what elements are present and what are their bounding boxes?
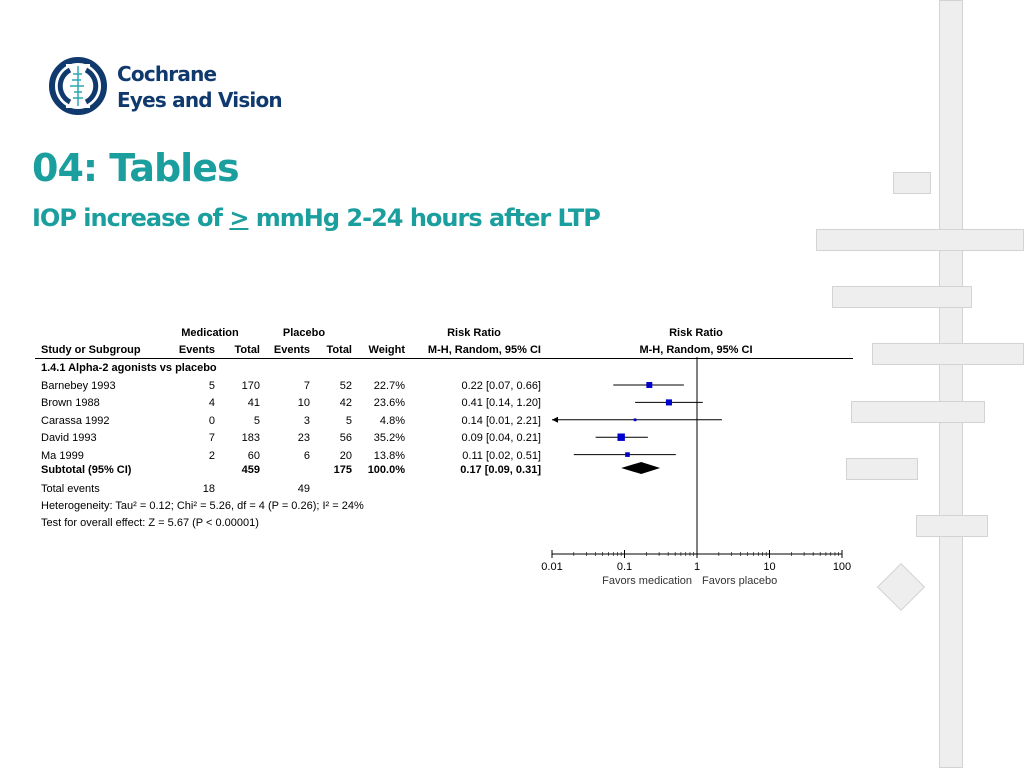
col-weight: Weight xyxy=(368,344,405,356)
favors-placebo-label: Favors placebo xyxy=(702,575,777,587)
weight: 13.8% xyxy=(373,449,405,462)
med-total: 5 xyxy=(253,414,260,427)
subtotal-rr: 0.17 [0.09, 0.31] xyxy=(460,464,541,476)
subtitle-before: IOP increase of xyxy=(32,204,230,232)
weight: 35.2% xyxy=(373,432,405,445)
med-events: 2 xyxy=(208,449,215,462)
med-events: 7 xyxy=(208,432,215,445)
ci-arrow xyxy=(552,416,558,423)
decor-bar xyxy=(846,458,918,480)
pla-events: 7 xyxy=(303,380,310,392)
pla-total: 42 xyxy=(339,397,352,410)
col-method-plot: M-H, Random, 95% CI xyxy=(639,344,753,356)
favors-medication-label: Favors medication xyxy=(602,575,692,587)
med-total: 60 xyxy=(247,449,260,462)
x-tick-label: 100 xyxy=(833,561,851,573)
pla-total: 56 xyxy=(339,432,352,445)
med-total: 170 xyxy=(241,380,260,392)
total-events-pla: 49 xyxy=(297,483,310,495)
pla-events: 6 xyxy=(303,449,310,462)
x-tick-label: 0.01 xyxy=(541,561,562,573)
logo-text-eyes-and-vision: Eyes and Vision xyxy=(117,88,283,112)
logo-text-cochrane: Cochrane xyxy=(117,62,217,86)
risk-ratio-ci: 0.22 [0.07, 0.66] xyxy=(461,380,541,392)
pla-total: 20 xyxy=(339,449,352,462)
study-name: David 1993 xyxy=(41,432,97,445)
header-placebo: Placebo xyxy=(282,327,326,339)
med-events: 4 xyxy=(208,397,215,410)
decor-vertical-strip xyxy=(939,0,963,768)
weight: 23.6% xyxy=(373,397,405,410)
decor-bar xyxy=(916,515,988,537)
col-med-total: Total xyxy=(234,344,260,356)
study-name: Barnebey 1993 xyxy=(41,380,116,392)
header-risk-ratio: Risk Ratio xyxy=(447,327,501,339)
pla-events: 23 xyxy=(297,432,310,445)
total-events-med: 18 xyxy=(202,483,215,495)
study-marker xyxy=(617,433,625,441)
subtotal-med-total: 459 xyxy=(241,464,260,476)
decor-bar xyxy=(872,343,1024,365)
med-events: 5 xyxy=(208,380,215,392)
weight: 22.7% xyxy=(373,380,405,392)
decor-bar xyxy=(832,286,972,308)
x-tick-label: 10 xyxy=(763,561,775,573)
decor-block xyxy=(893,172,931,194)
x-tick-label: 1 xyxy=(694,561,700,573)
col-pla-total: Total xyxy=(326,344,352,356)
subtitle-symbol: > xyxy=(229,204,249,232)
med-events: 0 xyxy=(208,414,215,427)
pla-events: 3 xyxy=(303,414,310,427)
col-method: M-H, Random, 95% CI xyxy=(427,344,541,356)
study-name: Carassa 1992 xyxy=(41,414,110,427)
study-marker xyxy=(665,399,672,406)
page-subtitle: IOP increase of > mmHg 2-24 hours after … xyxy=(32,204,601,232)
overall-effect-text: Test for overall effect: Z = 5.67 (P < 0… xyxy=(41,517,259,529)
pla-total: 5 xyxy=(345,414,352,427)
weight: 4.8% xyxy=(379,414,405,427)
header-medication: Medication xyxy=(181,327,239,339)
decor-bar xyxy=(851,401,985,423)
pla-events: 10 xyxy=(297,397,310,410)
risk-ratio-ci: 0.11 [0.02, 0.51] xyxy=(462,449,541,462)
header-risk-ratio-plot: Risk Ratio xyxy=(669,327,723,339)
pooled-diamond xyxy=(621,462,661,474)
subtotal-label: Subtotal (95% CI) xyxy=(41,464,132,476)
med-total: 41 xyxy=(247,397,260,410)
study-name: Brown 1988 xyxy=(41,397,100,410)
decor-bar xyxy=(816,229,1024,251)
header-rule xyxy=(35,358,853,359)
total-events-label: Total events xyxy=(41,483,100,495)
col-study: Study or Subgroup xyxy=(41,344,141,356)
study-marker xyxy=(625,452,630,457)
col-pla-events: Events xyxy=(273,344,310,356)
x-tick-label: 0.1 xyxy=(617,561,632,573)
subtotal-weight: 100.0% xyxy=(367,464,405,476)
study-marker xyxy=(633,418,637,422)
heterogeneity-text: Heterogeneity: Tau² = 0.12; Chi² = 5.26,… xyxy=(41,500,364,512)
med-total: 183 xyxy=(241,432,260,445)
page-title: 04: Tables xyxy=(32,146,240,190)
risk-ratio-ci: 0.09 [0.04, 0.21] xyxy=(461,432,541,445)
risk-ratio-ci: 0.14 [0.01, 2.21] xyxy=(461,414,541,427)
subgroup-label: 1.4.1 Alpha-2 agonists vs placebo xyxy=(41,362,217,374)
col-med-events: Events xyxy=(178,344,215,356)
forest-plot: 0.01 0.1 1 10 100 Favors medication Favors pla… xyxy=(541,357,851,587)
decor-diamond xyxy=(876,562,926,612)
subtitle-after: mmHg 2-24 hours after LTP xyxy=(248,204,601,232)
risk-ratio-ci: 0.41 [0.14, 1.20] xyxy=(461,397,541,410)
study-name: Ma 1999 xyxy=(41,449,84,462)
subtotal-pla-total: 175 xyxy=(333,464,352,476)
study-marker xyxy=(646,382,653,388)
cochrane-logo-icon xyxy=(49,57,107,115)
pla-total: 52 xyxy=(339,380,352,392)
